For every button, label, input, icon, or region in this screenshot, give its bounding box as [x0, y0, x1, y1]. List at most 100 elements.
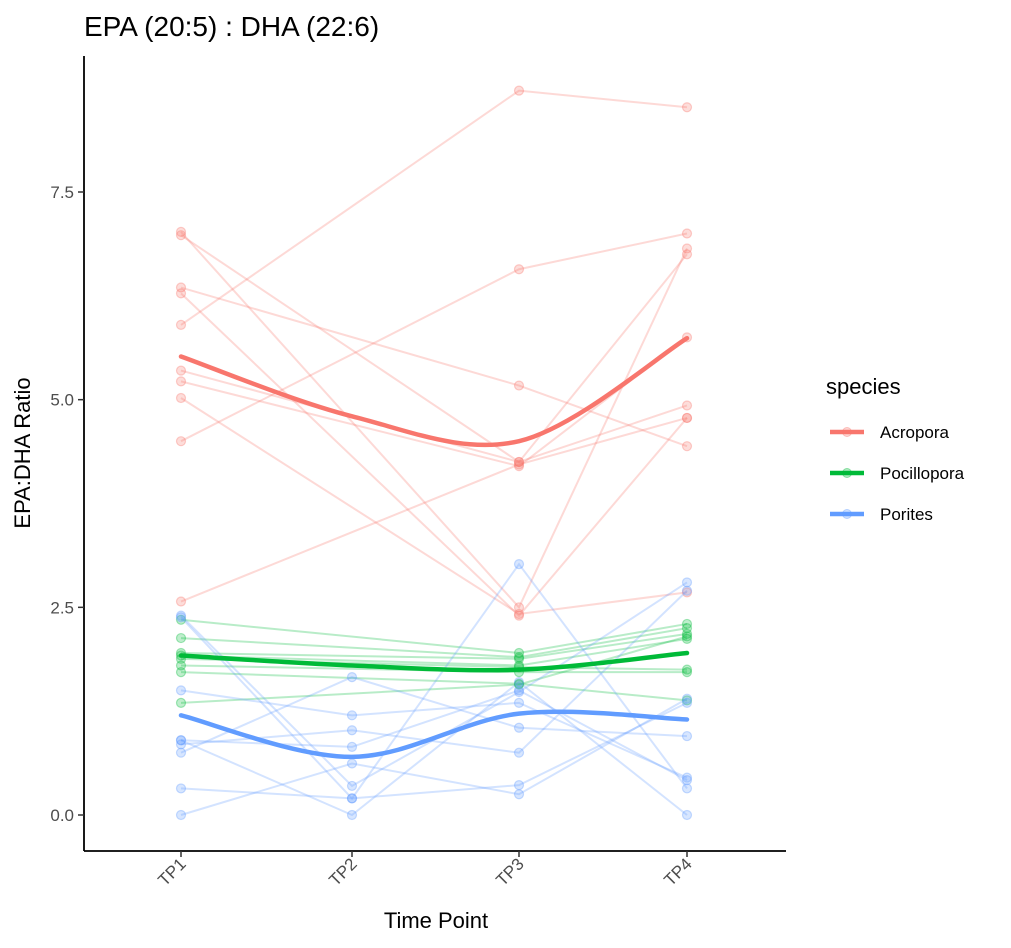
data-point	[513, 652, 525, 663]
series-pocillopora	[175, 614, 693, 708]
data-point	[513, 685, 525, 696]
series-acropora	[175, 85, 693, 621]
individual-line	[180, 562, 688, 800]
legend: species Acropora Pocillopora Porites	[826, 374, 965, 524]
x-tick-label: TP4	[660, 854, 695, 889]
data-point	[681, 809, 693, 821]
data-point	[681, 667, 693, 678]
individual-line	[180, 89, 688, 326]
data-point	[513, 653, 525, 664]
individual-line	[180, 590, 688, 754]
data-point	[681, 631, 693, 642]
data-point	[681, 618, 693, 630]
data-point	[681, 577, 693, 588]
y-tick-label: 5.0	[50, 391, 74, 410]
data-point	[346, 793, 358, 804]
legend-key-point	[842, 509, 852, 519]
individual-line	[180, 635, 688, 704]
individual-line	[180, 671, 688, 702]
individual-line	[180, 689, 688, 779]
data-point	[175, 365, 187, 376]
data-point	[175, 685, 187, 696]
data-point	[346, 809, 358, 821]
data-point	[513, 456, 525, 468]
data-point	[513, 789, 525, 800]
x-axis-ticks: TP1 TP2 TP3 TP4	[154, 851, 696, 890]
data-point	[346, 758, 358, 769]
x-axis-title: Time Point	[384, 908, 488, 933]
data-point	[175, 660, 187, 671]
data-point	[681, 628, 693, 640]
x-tick-label: TP1	[154, 854, 189, 889]
data-point	[175, 610, 187, 621]
data-point	[175, 783, 187, 794]
y-tick-label: 2.5	[50, 598, 74, 617]
data-point	[513, 676, 525, 688]
data-point	[513, 456, 525, 468]
y-axis-title: EPA:DHA Ratio	[10, 377, 35, 528]
individual-line	[180, 234, 688, 464]
data-point	[175, 392, 187, 404]
individual-line	[180, 680, 688, 817]
data-point	[175, 319, 187, 331]
data-point	[346, 793, 358, 804]
individual-line	[180, 676, 688, 754]
data-point	[175, 612, 187, 623]
individual-line	[180, 416, 688, 603]
data-point	[681, 585, 693, 596]
data-point	[175, 632, 187, 644]
individual-line	[180, 286, 688, 448]
individual-line	[180, 664, 687, 674]
data-point	[175, 697, 187, 708]
data-point	[681, 697, 693, 708]
data-point	[681, 400, 693, 411]
data-point	[175, 735, 187, 746]
legend-label-acropora: Acropora	[880, 423, 950, 442]
data-point	[175, 230, 187, 241]
data-point	[175, 376, 187, 387]
data-point	[513, 85, 525, 96]
data-point	[513, 559, 525, 570]
data-point	[681, 412, 693, 424]
data-point	[681, 693, 693, 704]
data-point	[681, 412, 693, 424]
data-point	[513, 610, 525, 621]
data-point	[513, 608, 525, 620]
legend-title: species	[826, 374, 901, 399]
data-point	[346, 780, 358, 792]
legend-key-point	[842, 468, 852, 478]
data-point	[681, 633, 693, 644]
data-point	[346, 672, 358, 683]
data-point	[175, 667, 187, 678]
data-point	[681, 441, 693, 452]
individual-line	[180, 697, 688, 816]
data-point	[175, 288, 187, 299]
legend-key-point	[842, 427, 852, 437]
y-tick-label: 0.0	[50, 806, 74, 825]
data-point	[513, 678, 525, 689]
individual-line	[180, 397, 688, 616]
individual-line	[180, 689, 688, 781]
data-point	[513, 686, 525, 698]
data-point	[681, 102, 693, 113]
data-point	[175, 747, 187, 758]
legend-label-porites: Porites	[880, 505, 933, 524]
data-point	[175, 436, 187, 447]
individual-line	[180, 292, 688, 618]
data-point	[175, 739, 187, 750]
data-point	[681, 249, 693, 260]
series-porites	[175, 559, 693, 821]
individual-line	[180, 632, 688, 660]
data-point	[346, 741, 358, 752]
individual-line	[180, 627, 688, 659]
x-tick-label: TP3	[492, 854, 527, 889]
data-point	[681, 730, 693, 742]
data-point	[513, 779, 525, 791]
data-point	[175, 282, 187, 293]
data-point	[513, 722, 525, 733]
smooth-line-pocillopora	[178, 650, 690, 673]
individual-line	[180, 618, 688, 655]
individual-line	[180, 231, 688, 610]
data-point	[681, 228, 693, 239]
